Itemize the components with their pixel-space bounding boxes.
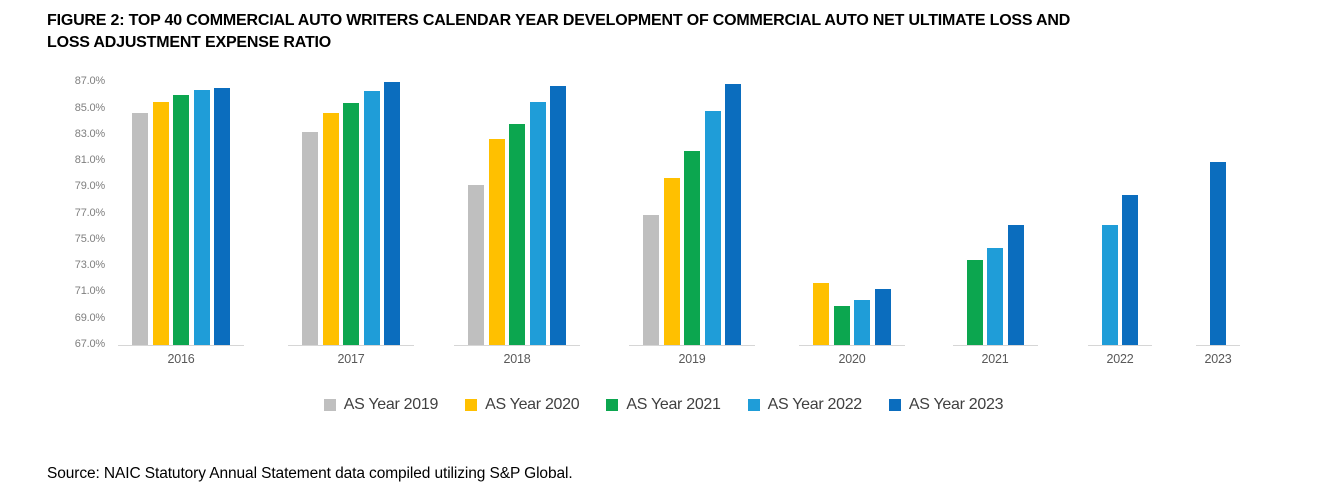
x-axis-baseline (629, 345, 755, 346)
bar (468, 184, 484, 345)
bar (193, 90, 210, 345)
x-axis-label: 2017 (337, 352, 365, 366)
bar (214, 87, 230, 345)
x-axis-label: 2022 (1106, 352, 1134, 366)
x-axis-baseline (1196, 345, 1240, 346)
y-axis-tick-label: 83.0% (74, 127, 105, 140)
bar (302, 132, 318, 345)
bar (813, 283, 830, 345)
bar (704, 111, 721, 345)
bar (833, 305, 850, 345)
x-axis-label: 2020 (838, 352, 866, 366)
bar (966, 259, 983, 345)
source-note: Source: NAIC Statutory Annual Statement … (47, 464, 573, 482)
bar (1122, 195, 1139, 345)
x-axis-baseline (952, 345, 1038, 346)
bar-chart: 87.0% 85.0% 83.0% 81.0% 79.0% 77.0% 75.0% 73.0%… (74, 75, 1240, 366)
legend-label: AS Year 2022 (767, 396, 863, 413)
x-axis-label: 2018 (503, 352, 531, 366)
legend-label: AS Year 2020 (485, 396, 580, 413)
bar (173, 95, 189, 345)
chart-legend: AS Year 2019 AS Year 2020 AS Year 2021 AS Y… (0, 396, 1327, 414)
bar (488, 138, 505, 345)
bar (550, 86, 566, 345)
y-axis-tick-label: 69.0% (74, 311, 105, 324)
bar (643, 214, 659, 345)
legend-label: AS Year 2023 (908, 396, 1004, 413)
legend-item: AS Year 2022 (747, 396, 863, 414)
figure-title-line-1: FIGURE 2: TOP 40 COMMERCIAL AUTO WRITERS… (47, 12, 1071, 29)
x-axis-label: 2019 (678, 352, 706, 366)
y-axis-tick-label: 75.0% (74, 232, 105, 245)
x-axis-baseline (1087, 345, 1153, 346)
legend-label: AS Year 2021 (626, 396, 721, 413)
bar (322, 112, 339, 345)
x-axis-baseline (454, 345, 580, 346)
x-axis-baseline (118, 345, 244, 346)
bar (684, 150, 700, 345)
bar (384, 82, 400, 345)
bar (854, 300, 871, 345)
legend-swatch-icon (747, 399, 760, 411)
legend-label: AS Year 2019 (343, 396, 439, 413)
x-axis-baseline (288, 345, 414, 346)
y-axis-tick-label: 71.0% (74, 285, 105, 298)
figure-title-line-2: LOSS ADJUSTMENT EXPENSE RATIO (47, 34, 332, 51)
legend-swatch-icon (465, 399, 478, 411)
y-axis-tick-label: 87.0% (74, 75, 105, 88)
bar (725, 83, 741, 345)
legend-item: AS Year 2023 (888, 396, 1004, 414)
bar (1210, 162, 1226, 345)
bar (343, 103, 359, 345)
bar (1007, 225, 1024, 345)
y-axis-tick-label: 81.0% (74, 154, 105, 167)
legend-item: AS Year 2021 (606, 396, 721, 414)
y-axis-tick-label: 73.0% (74, 259, 105, 272)
bar (363, 91, 380, 345)
figure-title: FIGURE 2: TOP 40 COMMERCIAL AUTO WRITERS… (47, 10, 1070, 54)
y-axis-tick-label: 79.0% (74, 180, 105, 193)
bar (509, 124, 525, 345)
legend-swatch-icon (888, 399, 901, 411)
bar (663, 178, 680, 345)
y-axis-tick-label: 85.0% (74, 101, 105, 114)
bar (987, 247, 1003, 345)
x-axis-baseline (799, 345, 905, 346)
bar (152, 102, 169, 345)
bar (874, 288, 891, 345)
bar (132, 112, 148, 345)
legend-swatch-icon (606, 399, 619, 411)
bar (529, 102, 546, 345)
legend-item: AS Year 2019 (323, 396, 439, 414)
x-axis-label: 2021 (981, 352, 1009, 366)
x-axis-label: 2023 (1204, 352, 1232, 366)
x-axis-label: 2016 (167, 352, 195, 366)
bar (1101, 225, 1118, 345)
legend-item: AS Year 2020 (465, 396, 580, 414)
y-axis-tick-label: 77.0% (74, 206, 105, 219)
legend-swatch-icon (323, 399, 336, 411)
y-axis-tick-label: 67.0% (74, 338, 105, 350)
